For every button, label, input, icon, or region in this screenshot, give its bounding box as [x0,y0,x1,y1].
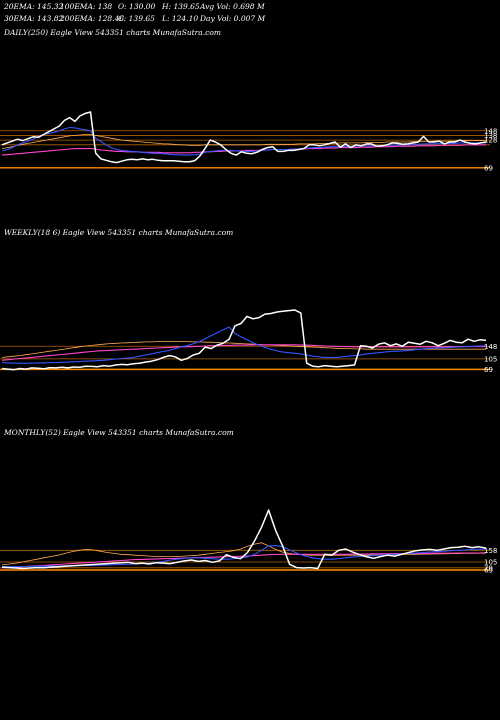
weekly-chart-title: WEEKLY(18 6) Eagle View 543351 charts Mu… [4,228,234,237]
daily-chart-title: DAILY(250) Eagle View 543351 charts Muna… [4,28,221,37]
header-high: H: 139.65 [162,2,200,11]
monthly-y-tick-label: 69 [484,567,493,575]
daily-y-tick-label: 148 [484,127,497,135]
daily-price-line [1,111,487,164]
daily-y-tick-label: 128 [484,137,497,145]
daily-y-tick-label: 69 [484,164,493,172]
header-day-vol: Day Vol: 0.007 M [200,14,266,23]
header-200ema: 200EMA: 128.46 [60,14,125,23]
weekly-ema-slow-line [1,341,486,358]
weekly-ema-mid-line [1,344,486,361]
weekly-price-line [1,309,487,371]
monthly-y-tick-label: 158 [484,547,497,555]
daily-ema-mid-line [1,144,486,156]
header-close: C: 139.65 [118,14,155,23]
monthly-ema-slow-line [1,542,486,566]
weekly-ema-fast-line [1,326,487,364]
weekly-y-tick-label: 148 [484,343,497,351]
daily-ema-slow-line [1,134,486,149]
weekly-y-tick-label: 105 [484,355,497,363]
weekly-chart: 148 105 69 [0,309,497,374]
daily-y-tick-label: 138 [484,132,497,140]
header-30ema: 30EMA: 143.82 [4,14,64,23]
header-low: L: 124.10 [162,14,199,23]
header-100ema: 100EMA: 138 [60,2,113,11]
weekly-y-tick-label: 69 [484,366,493,374]
monthly-chart-title: MONTHLY(52) Eagle View 543351 charts Mun… [4,428,234,437]
monthly-price-line [1,509,487,570]
monthly-y-tick-label: 79 [484,564,493,572]
header-open: O: 130.00 [118,2,156,11]
header-20ema: 20EMA: 145.32 [4,2,64,11]
monthly-y-tick-label: 105 [484,559,497,567]
header-avg-vol: Avg Vol: 0.698 M [200,2,265,11]
